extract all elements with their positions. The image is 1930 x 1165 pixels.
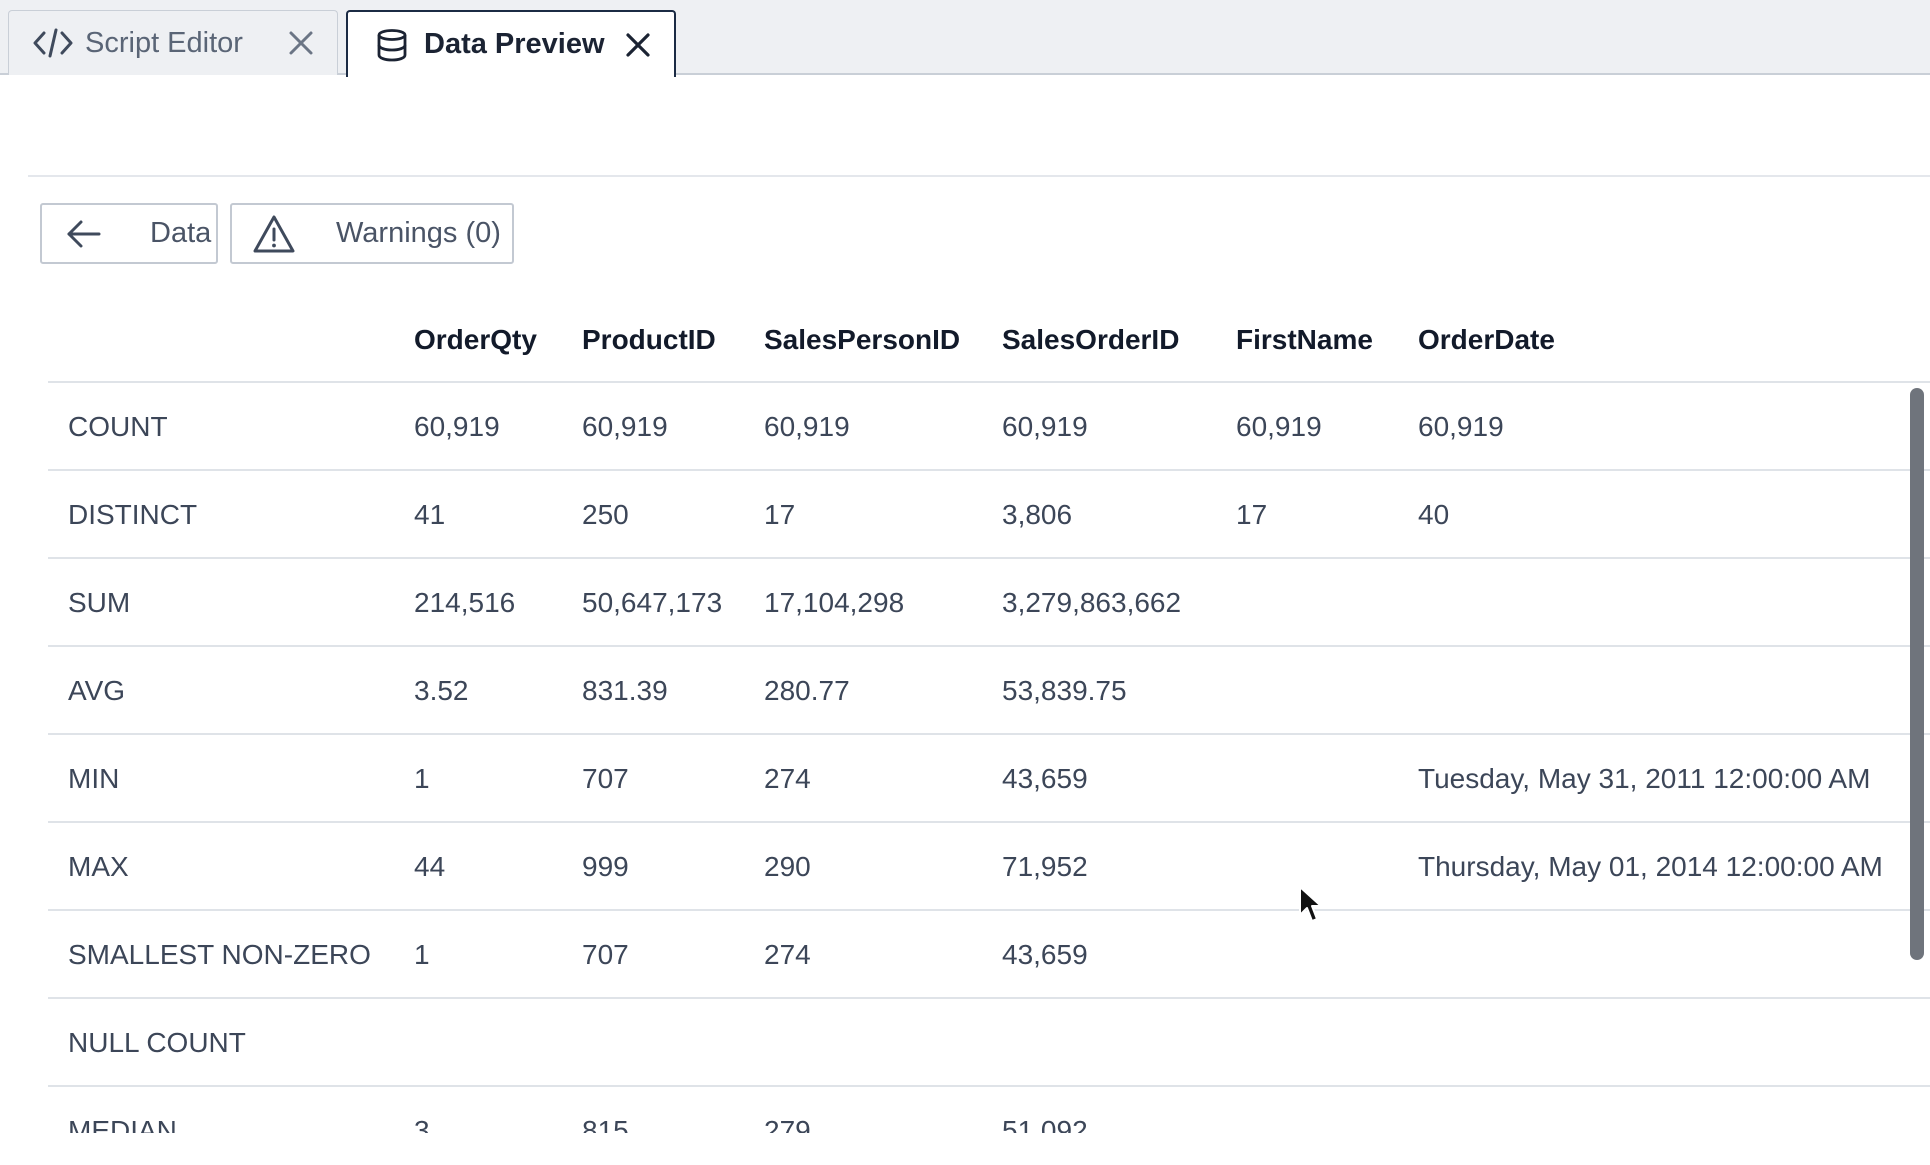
table-cell: 60,919 bbox=[764, 411, 850, 442]
divider bbox=[28, 175, 1930, 177]
row-label: MIN bbox=[68, 763, 120, 794]
table-cell: 41 bbox=[414, 499, 446, 530]
table-row: COUNT 60,919 60,919 60,919 60,919 60,919… bbox=[48, 383, 1930, 471]
warnings-button[interactable]: Warnings (0) bbox=[230, 203, 514, 264]
row-label: DISTINCT bbox=[68, 499, 198, 530]
warnings-label: Warnings (0) bbox=[336, 217, 501, 249]
tab-bar: Script Editor Data Preview bbox=[0, 0, 1930, 77]
row-label: MEDIAN bbox=[68, 1115, 177, 1133]
table-cell: 274 bbox=[764, 939, 811, 970]
table-cell: 214,516 bbox=[414, 587, 516, 618]
table-cell: 71,952 bbox=[1002, 851, 1088, 882]
table-cell: 1 bbox=[414, 939, 430, 970]
tab-label-script-editor: Script Editor bbox=[85, 26, 243, 59]
arrow-left-icon bbox=[64, 219, 104, 249]
back-to-data-button[interactable]: Data bbox=[40, 203, 218, 264]
table-cell: 1 bbox=[414, 763, 430, 794]
table-cell: 53,839.75 bbox=[1002, 675, 1127, 706]
table-cell: 43,659 bbox=[1002, 939, 1088, 970]
column-header-orderqty[interactable]: OrderQty bbox=[414, 324, 537, 355]
table-row: MEDIAN 3 815 279 51,092 bbox=[48, 1087, 1930, 1133]
tab-label-data-preview: Data Preview bbox=[424, 28, 605, 60]
table-cell: 17,104,298 bbox=[764, 587, 905, 618]
table-header: OrderQty ProductID SalesPersonID SalesOr… bbox=[48, 300, 1930, 383]
table-cell: 17 bbox=[764, 499, 796, 530]
warning-icon bbox=[252, 214, 296, 254]
table-cell: 43,659 bbox=[1002, 763, 1088, 794]
table-cell: 279 bbox=[764, 1115, 811, 1133]
row-label: SMALLEST NON-ZERO bbox=[68, 939, 371, 970]
row-label: COUNT bbox=[68, 411, 168, 442]
table-cell: 44 bbox=[414, 851, 446, 882]
table-cell: 707 bbox=[582, 939, 629, 970]
close-icon[interactable] bbox=[285, 27, 317, 59]
table-cell: 60,919 bbox=[1236, 411, 1322, 442]
table-cell: 17 bbox=[1236, 499, 1268, 530]
table-cell: 999 bbox=[582, 851, 629, 882]
table-row: MAX 44 999 290 71,952 Thursday, May 01, … bbox=[48, 823, 1930, 911]
table-cell: 3 bbox=[414, 1115, 430, 1133]
table-row: MIN 1 707 274 43,659 Tuesday, May 31, 20… bbox=[48, 735, 1930, 823]
table-cell: 290 bbox=[764, 851, 811, 882]
tab-script-editor[interactable]: Script Editor bbox=[8, 10, 338, 75]
table-row: SMALLEST NON-ZERO 1 707 274 43,659 bbox=[48, 911, 1930, 999]
table-cell: 815 bbox=[582, 1115, 629, 1133]
row-label: NULL COUNT bbox=[68, 1027, 246, 1058]
table-cell: 3.52 bbox=[414, 675, 469, 706]
table-cell: Thursday, May 01, 2014 12:00:00 AM bbox=[1418, 851, 1883, 882]
table-row: DISTINCT 41 250 17 3,806 17 40 bbox=[48, 471, 1930, 559]
code-icon bbox=[33, 26, 73, 60]
column-header-orderdate[interactable]: OrderDate bbox=[1418, 324, 1555, 355]
close-icon[interactable] bbox=[622, 29, 654, 61]
back-to-data-label: Data bbox=[150, 217, 212, 249]
table-cell: 3,806 bbox=[1002, 499, 1073, 530]
table-cell: 280.77 bbox=[764, 675, 850, 706]
column-header-productid[interactable]: ProductID bbox=[582, 324, 716, 355]
table-cell: 250 bbox=[582, 499, 629, 530]
table-cell: 40 bbox=[1418, 499, 1450, 530]
table-cell: 707 bbox=[582, 763, 629, 794]
row-label: MAX bbox=[68, 851, 129, 882]
table-row: AVG 3.52 831.39 280.77 53,839.75 bbox=[48, 647, 1930, 735]
table-row: SUM 214,516 50,647,173 17,104,298 3,279,… bbox=[48, 559, 1930, 647]
table-row: NULL COUNT bbox=[48, 999, 1930, 1087]
table-cell: 3,279,863,662 bbox=[1002, 587, 1182, 618]
table-cell: 274 bbox=[764, 763, 811, 794]
row-label: AVG bbox=[68, 675, 126, 706]
table-cell: 51,092 bbox=[1002, 1115, 1088, 1133]
row-label: SUM bbox=[68, 587, 131, 618]
table-cell: 831.39 bbox=[582, 675, 668, 706]
column-header-firstname[interactable]: FirstName bbox=[1236, 324, 1373, 355]
database-icon bbox=[372, 28, 412, 62]
vertical-scrollbar[interactable] bbox=[1910, 388, 1924, 960]
table-cell: 60,919 bbox=[582, 411, 668, 442]
table-cell: Tuesday, May 31, 2011 12:00:00 AM bbox=[1418, 763, 1871, 794]
column-header-salespersonid[interactable]: SalesPersonID bbox=[764, 324, 961, 355]
stats-table: OrderQty ProductID SalesPersonID SalesOr… bbox=[48, 300, 1930, 1133]
table-cell: 60,919 bbox=[1002, 411, 1088, 442]
table-cell: 50,647,173 bbox=[582, 587, 723, 618]
column-header-salesorderid[interactable]: SalesOrderID bbox=[1002, 324, 1180, 355]
table-cell: 60,919 bbox=[414, 411, 500, 442]
tab-data-preview[interactable]: Data Preview bbox=[346, 10, 676, 77]
table-cell: 60,919 bbox=[1418, 411, 1504, 442]
